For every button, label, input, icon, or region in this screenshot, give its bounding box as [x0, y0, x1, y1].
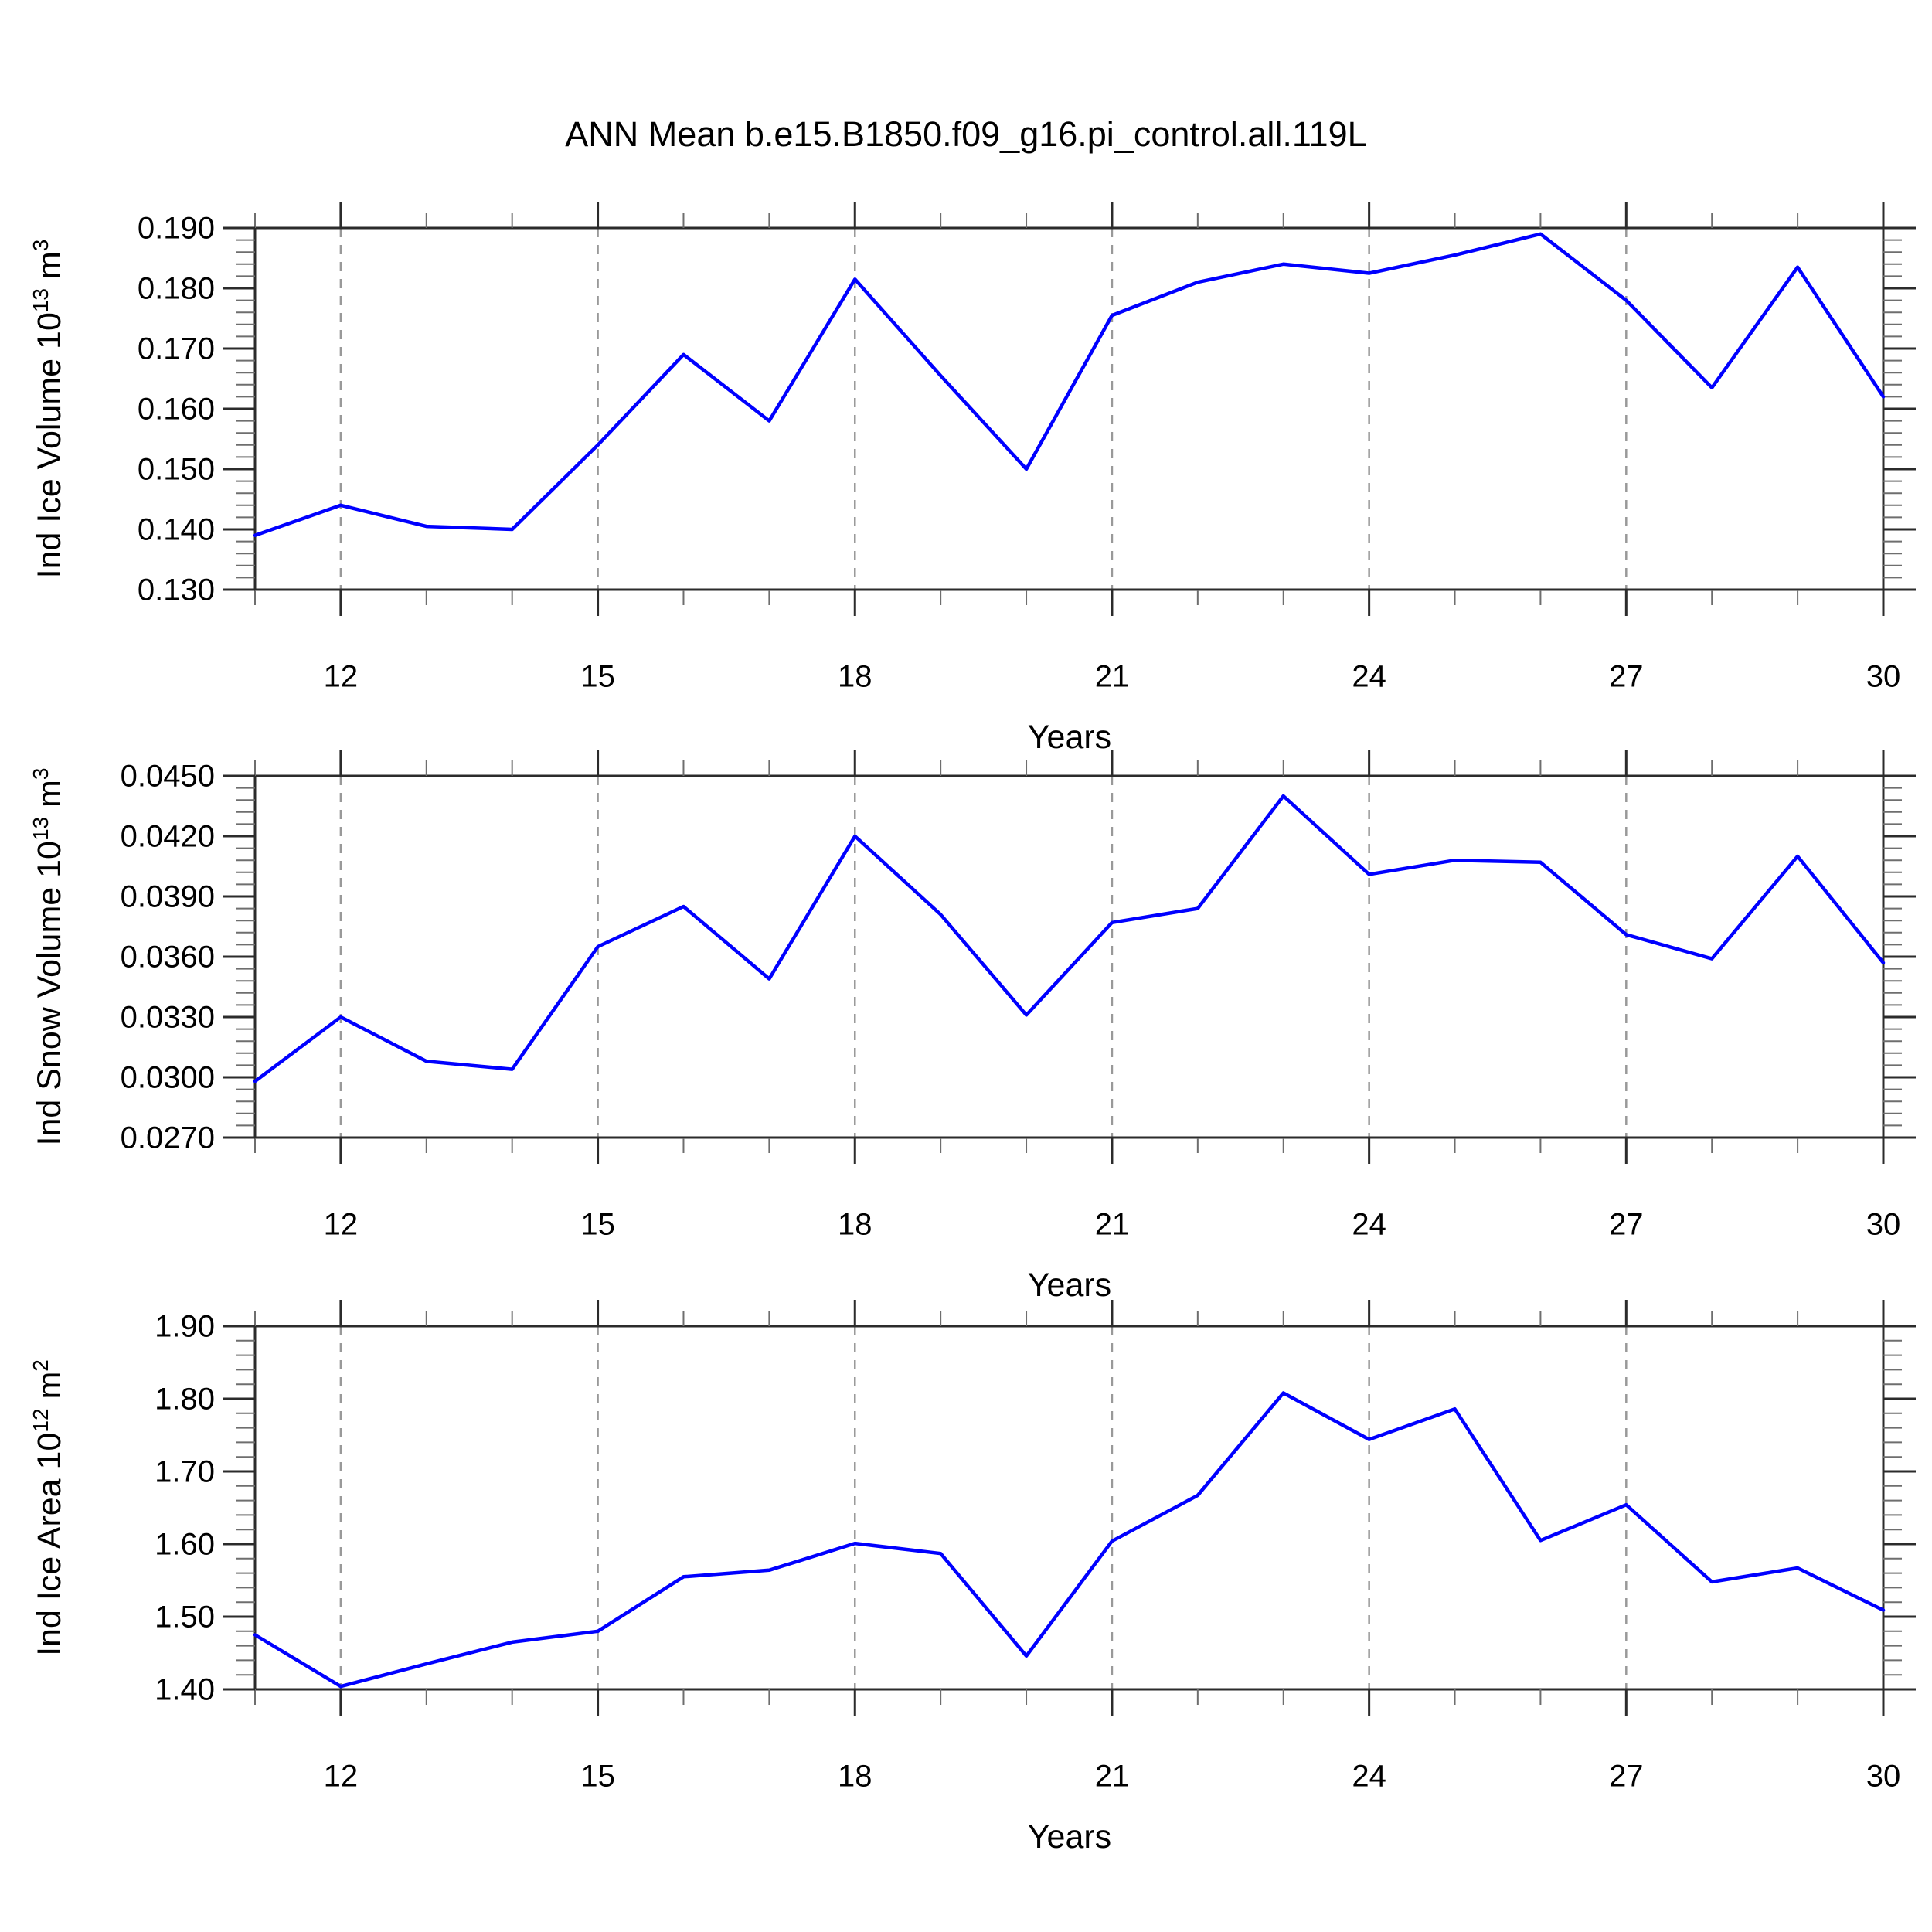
- x-tick-label: 18: [838, 1760, 872, 1794]
- x-tick-label: 15: [580, 660, 615, 694]
- x-tick-label: 27: [1609, 1760, 1644, 1794]
- panel-ice-volume: 0.190 0.180 0.170 0.160 0.150 0.140 0.130 12 15 1…: [29, 202, 1916, 694]
- y-axis-title: Ind Ice Volume 1013 m3: [29, 240, 68, 579]
- y-axis-title-superscript: 13: [29, 288, 53, 312]
- x-tick-label: 12: [324, 1208, 359, 1242]
- y-axis-title-superscript: 3: [29, 768, 53, 781]
- y-axis-title-text: Ind Ice Volume 10: [31, 312, 68, 578]
- y-axis-title-text: m: [31, 780, 68, 817]
- panel-snow-volume: 0.0450 0.0420 0.0390 0.0360 0.0330 0.0300 0.02…: [29, 750, 1916, 1242]
- y-tick-label: 0.0330: [121, 1001, 215, 1035]
- y-tick-label: 0.150: [138, 453, 215, 487]
- y-tick-label: 0.0420: [121, 820, 215, 854]
- y-axis-title-superscript: 2: [29, 1359, 53, 1372]
- x-tick-label: 30: [1866, 1208, 1901, 1242]
- x-tick-label: 21: [1095, 660, 1130, 694]
- y-tick-label: 1.50: [155, 1600, 215, 1634]
- x-tick-label: 30: [1866, 1760, 1901, 1794]
- y-tick-label: 0.0390: [121, 880, 215, 914]
- y-axis-title: Ind Ice Area 1012 m2: [29, 1359, 68, 1656]
- y-axis-title-text: Ind Ice Area 10: [31, 1433, 68, 1656]
- x-tick-label: 15: [580, 1760, 615, 1794]
- x-tick-label: 24: [1352, 1208, 1386, 1242]
- x-tick-label: 27: [1609, 660, 1644, 694]
- y-tick-label: 0.140: [138, 513, 215, 547]
- x-tick-label: 30: [1866, 660, 1901, 694]
- y-tick-label: 1.80: [155, 1383, 215, 1417]
- x-tick-label: 27: [1609, 1208, 1644, 1242]
- x-tick-label: 18: [838, 660, 872, 694]
- plot-border: [253, 774, 1885, 1139]
- data-line: [253, 232, 1886, 538]
- y-axis-title-text: m: [31, 1372, 68, 1409]
- y-tick-label: 0.170: [138, 332, 215, 366]
- x-tick-label: 12: [324, 1760, 359, 1794]
- y-tick-label: 0.160: [138, 393, 215, 427]
- x-tick-label: 24: [1352, 1760, 1386, 1794]
- plot-border: [253, 226, 1885, 591]
- y-axis-title-superscript: 13: [29, 817, 53, 841]
- y-axis-title-text: m: [31, 251, 68, 288]
- x-tick-label: 24: [1352, 660, 1386, 694]
- y-axis-title-superscript: 3: [29, 240, 53, 252]
- y-tick-label: 1.40: [155, 1673, 215, 1707]
- x-tick-label: 21: [1095, 1208, 1130, 1242]
- y-tick-label: 0.0450: [121, 760, 215, 794]
- x-tick-label: 18: [838, 1208, 872, 1242]
- y-tick-label: 0.0270: [121, 1121, 215, 1155]
- x-tick-label: 12: [324, 660, 359, 694]
- y-tick-label: 0.190: [138, 212, 215, 246]
- panel-ice-area: 1.90 1.80 1.70 1.60 1.50 1.40 12 15 18 21 24 27 30 In…: [29, 1300, 1916, 1794]
- y-tick-label: 1.70: [155, 1455, 215, 1489]
- y-tick-label: 0.0360: [121, 940, 215, 975]
- plot-border: [253, 1325, 1885, 1691]
- x-tick-label: 15: [580, 1208, 615, 1242]
- y-tick-label: 0.130: [138, 573, 215, 607]
- y-tick-label: 1.60: [155, 1528, 215, 1562]
- y-tick-label: 0.180: [138, 272, 215, 306]
- y-axis-title-superscript: 12: [29, 1408, 53, 1432]
- y-axis-title: Ind Snow Volume 1013 m3: [29, 768, 68, 1146]
- y-tick-label: 0.0300: [121, 1061, 215, 1095]
- x-tick-label: 21: [1095, 1760, 1130, 1794]
- data-line: [253, 794, 1886, 1083]
- data-line: [253, 1391, 1886, 1689]
- y-tick-label: 1.90: [155, 1310, 215, 1344]
- y-axis-title-text: Ind Snow Volume 10: [31, 841, 68, 1145]
